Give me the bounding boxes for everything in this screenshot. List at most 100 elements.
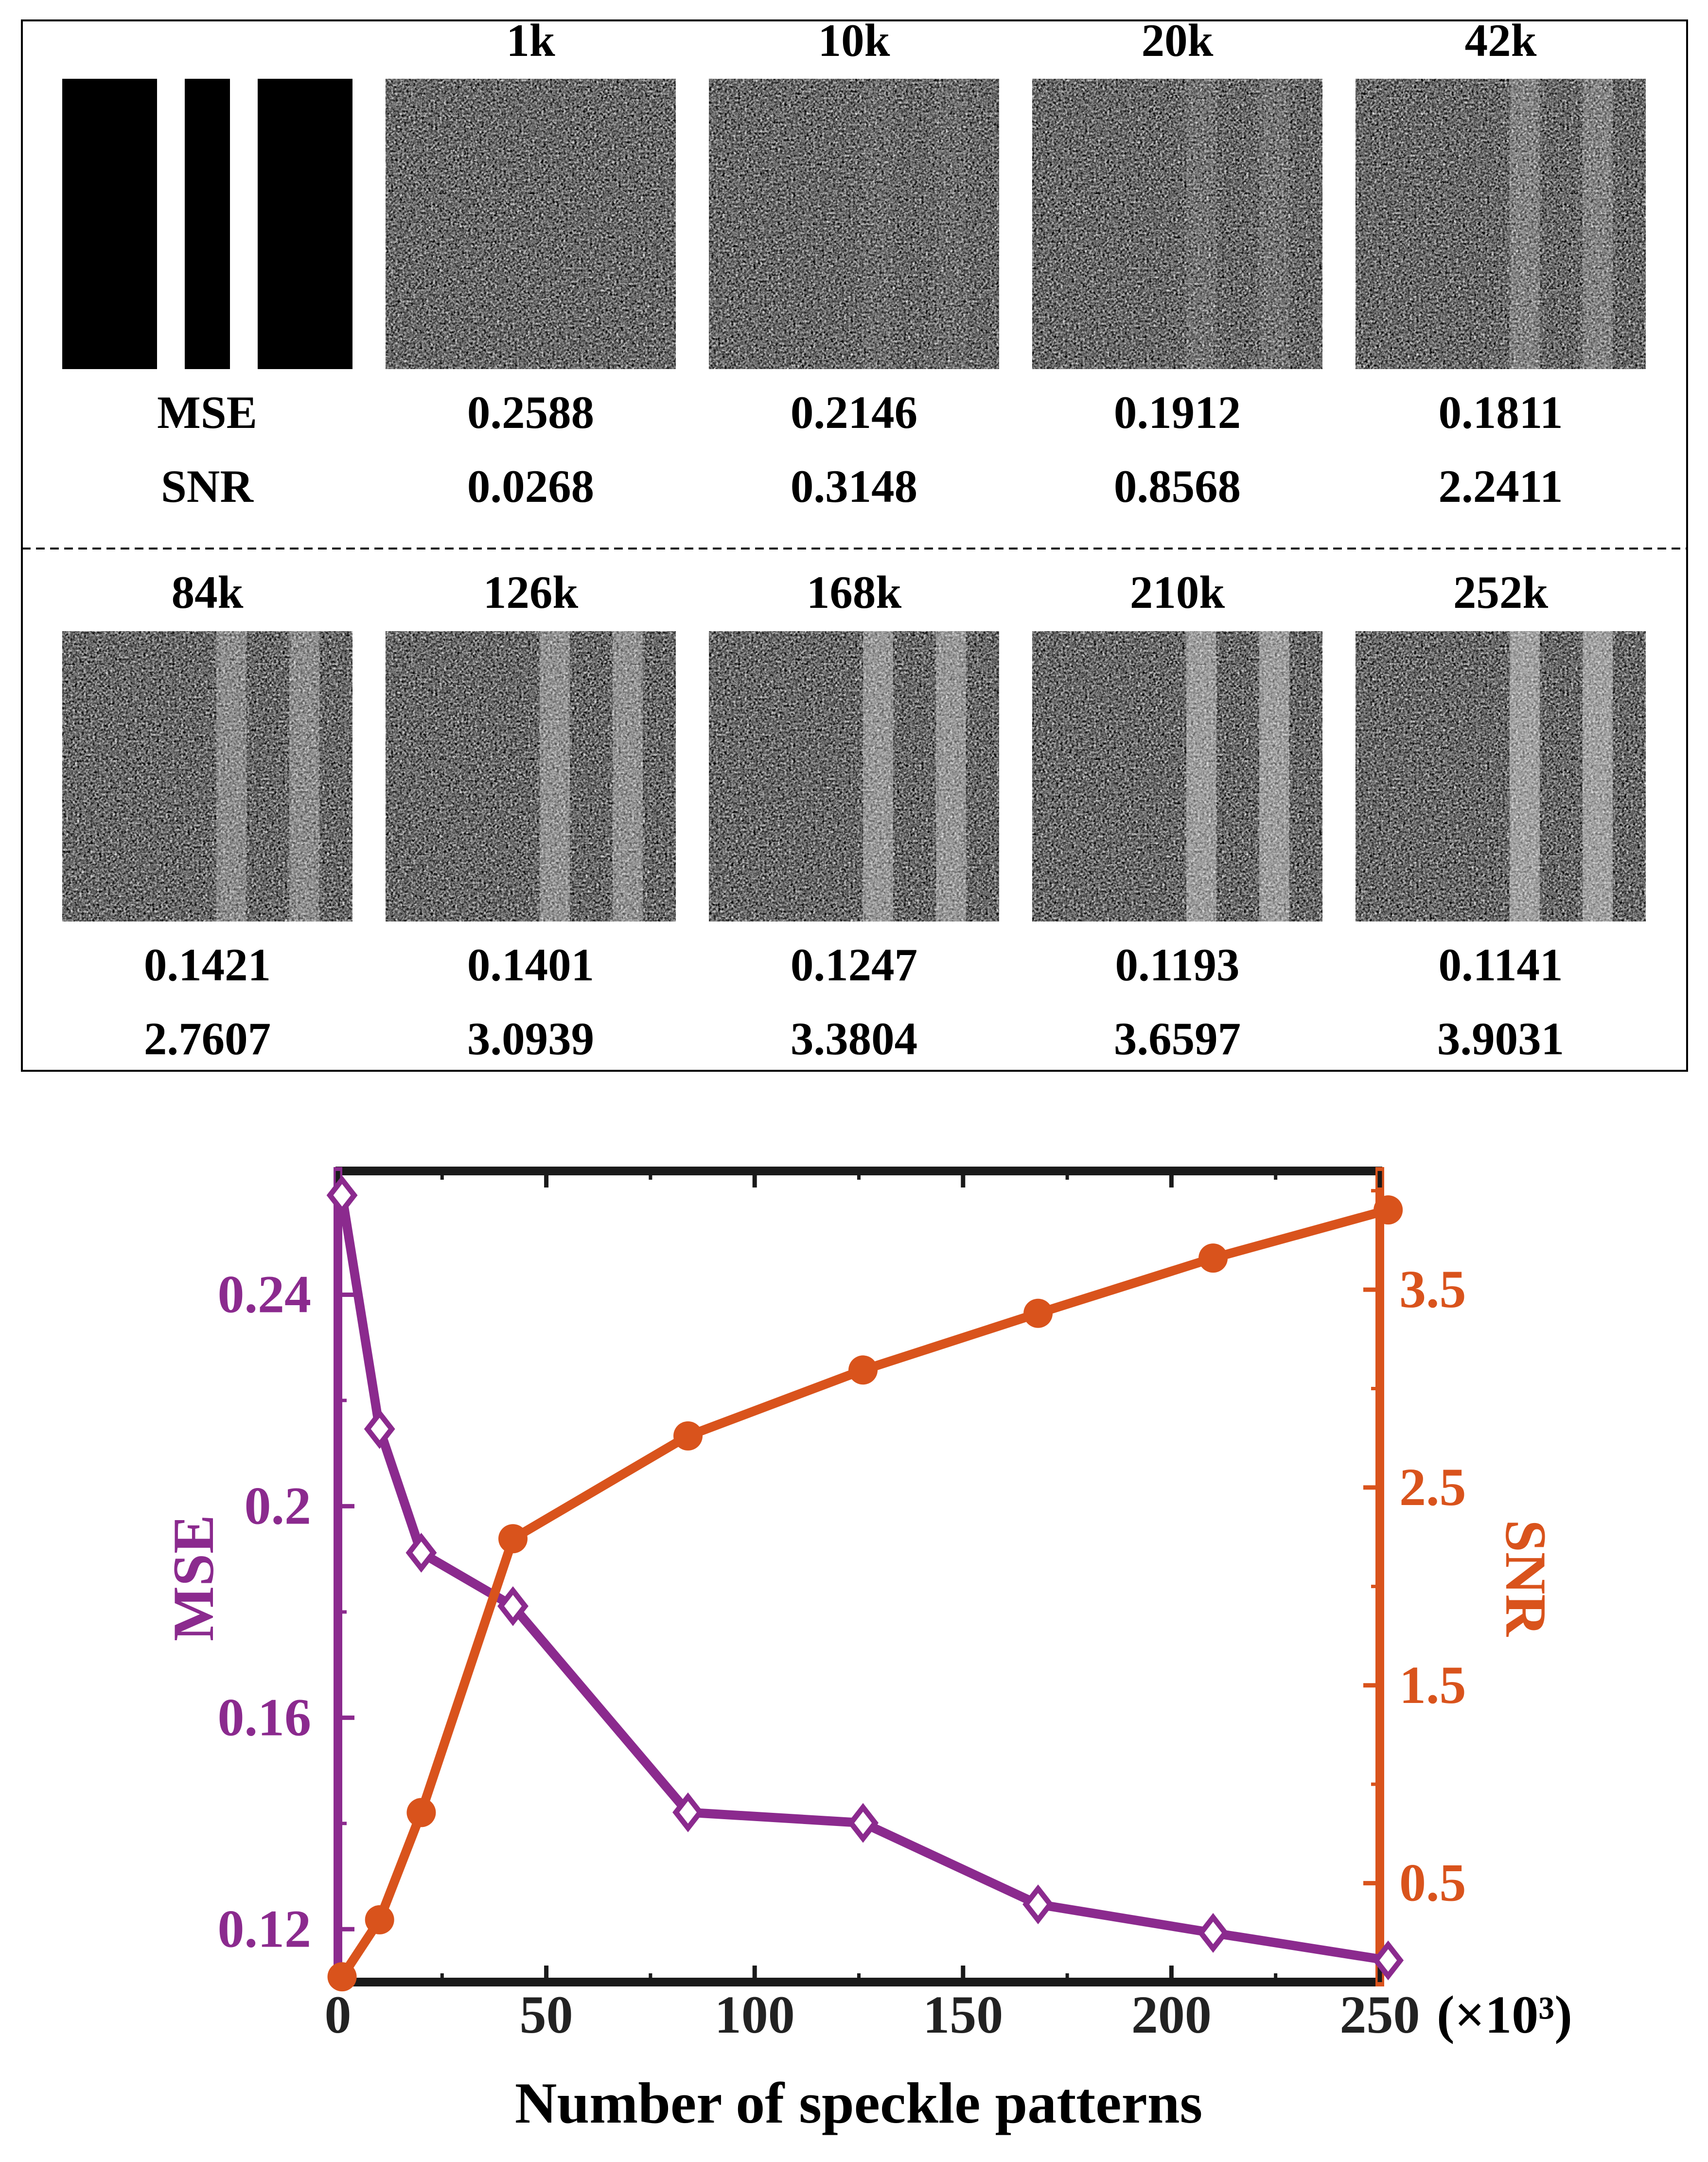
mse-axis-ticks: 0.12 0.16 0.2 0.24 <box>218 1264 354 1958</box>
mse-tick-label: 0.2 <box>245 1476 312 1535</box>
mse-value: 0.1141 <box>1438 939 1563 991</box>
speckle-image <box>62 631 352 922</box>
snr-data-point <box>1023 1298 1053 1328</box>
speckle-image <box>1032 79 1322 369</box>
recovered-slit <box>1583 79 1613 369</box>
recovered-slit <box>1186 631 1216 922</box>
mse-data-point <box>1197 1913 1229 1953</box>
reconstruction-tile: 10k 0.2146 0.3148 <box>709 15 999 512</box>
mse-value: 0.1421 <box>144 939 271 991</box>
speckle-image <box>709 631 999 922</box>
x-tick-label: 50 <box>520 1985 573 2044</box>
reconstruction-tile: 168k 0.1247 3.3804 <box>709 567 999 1064</box>
recovered-slit <box>540 631 570 922</box>
pattern-count-label: 168k <box>807 567 902 618</box>
target-slit <box>157 79 185 369</box>
reconstruction-tile: 210k 0.1193 3.6597 <box>1032 567 1322 1064</box>
mse-data-point <box>1022 1884 1054 1925</box>
snr-tick-label: 1.5 <box>1399 1655 1466 1715</box>
reconstruction-panel: MSE SNR 1k 0.2588 0.0268 10k 0.2146 0.3148 20k… <box>21 15 1688 1072</box>
recovered-slit <box>613 631 643 922</box>
snr-data-point <box>365 1905 394 1934</box>
mse-value: 0.1193 <box>1115 939 1239 991</box>
recovered-slit <box>863 79 893 369</box>
reconstruction-tile: 126k 0.1401 3.0939 <box>386 567 676 1064</box>
mse-tick-label: 0.24 <box>218 1264 312 1324</box>
snr-value: 3.0939 <box>467 1013 594 1064</box>
snr-value: 3.6597 <box>1114 1013 1241 1064</box>
recovered-slit <box>1259 79 1289 369</box>
snr-row-label: SNR <box>161 461 254 512</box>
snr-value: 0.0268 <box>467 461 594 512</box>
triple-bar-target-icon <box>62 79 352 369</box>
speckle-image <box>1356 631 1646 922</box>
snr-axis-ticks: 0.5 1.5 2.5 3.5 <box>1363 1189 1466 1913</box>
x-tick-label: 150 <box>923 1985 1003 2044</box>
recovered-slit <box>1186 79 1216 369</box>
x-axis-ticks: 0 50 100 150 200 250 <box>325 1171 1420 2044</box>
mse-data-point <box>326 1175 358 1215</box>
panel-frame <box>21 19 1688 1072</box>
pattern-count-label: 252k <box>1453 567 1549 618</box>
recovered-slit <box>1259 631 1289 922</box>
x-tick-label: 100 <box>715 1985 795 2044</box>
pattern-count-label: 10k <box>818 15 890 66</box>
mse-value: 0.1247 <box>791 939 917 991</box>
snr-value: 0.3148 <box>791 461 917 512</box>
mse-data-point <box>405 1533 437 1573</box>
mse-snr-chart: 0 50 100 150 200 250 0.12 0.16 0.2 0.24 0.5 1.5 2.… <box>161 1167 1572 2135</box>
mse-value: 0.1401 <box>467 939 594 991</box>
snr-tick-label: 2.5 <box>1399 1457 1466 1517</box>
recovered-slit <box>1510 631 1540 922</box>
reconstruction-tile: 1k 0.2588 0.0268 <box>386 15 676 512</box>
speckle-image <box>386 79 676 369</box>
recovered-slit <box>1583 631 1613 922</box>
chart-series <box>326 1175 1404 1992</box>
speckle-image <box>386 631 676 922</box>
pattern-count-label: 126k <box>483 567 579 618</box>
x-axis-unit: (×10³) <box>1437 1985 1572 2044</box>
mse-row-label: MSE <box>157 387 257 438</box>
snr-series-line <box>337 1205 1393 1982</box>
recovered-slit <box>936 631 966 922</box>
speckle-image <box>1356 79 1646 369</box>
snr-value: 2.7607 <box>144 1013 271 1064</box>
mse-data-point <box>497 1586 528 1626</box>
mse-axis-label: MSE <box>161 1515 226 1641</box>
speckle-image <box>709 79 999 369</box>
reconstruction-tiles: 1k 0.2588 0.0268 10k 0.2146 0.3148 20k 0.1912 0.… <box>62 15 1646 1064</box>
snr-data-point <box>848 1355 878 1385</box>
snr-data-point <box>1198 1243 1228 1273</box>
recovered-slit <box>216 631 247 922</box>
snr-axis-label: SNR <box>1494 1520 1558 1637</box>
snr-data-point <box>673 1421 703 1451</box>
recovered-slit <box>1510 79 1540 369</box>
reconstruction-tile: 84k 0.1421 2.7607 <box>62 567 352 1064</box>
snr-value: 3.3804 <box>791 1013 917 1064</box>
x-tick-label: 200 <box>1131 1985 1212 2044</box>
reconstruction-tile: 252k 0.1141 3.9031 <box>1356 567 1646 1064</box>
reconstruction-tile: 20k 0.1912 0.8568 <box>1032 15 1322 512</box>
snr-data-point <box>498 1524 528 1554</box>
mse-value: 0.2146 <box>791 387 917 438</box>
pattern-count-label: 210k <box>1130 567 1225 618</box>
snr-value: 3.9031 <box>1437 1013 1564 1064</box>
x-tick-label: 0 <box>325 1985 352 2044</box>
reconstruction-tile: 42k 0.1811 2.2411 <box>1356 15 1646 512</box>
snr-value: 0.8568 <box>1114 461 1241 512</box>
mse-data-point <box>672 1792 704 1832</box>
recovered-slit <box>863 631 893 922</box>
snr-data-point <box>327 1962 357 1992</box>
mse-tick-label: 0.16 <box>218 1687 312 1747</box>
x-tick-label: 250 <box>1340 1985 1420 2044</box>
mse-value: 0.1811 <box>1438 387 1563 438</box>
pattern-count-label: 1k <box>506 15 555 66</box>
speckle-image <box>1032 631 1322 922</box>
snr-tick-label: 3.5 <box>1399 1259 1466 1319</box>
mse-data-point <box>847 1803 879 1843</box>
snr-value: 2.2411 <box>1438 461 1563 512</box>
x-axis-label: Number of speckle patterns <box>515 2071 1202 2135</box>
pattern-count-label: 20k <box>1142 15 1214 66</box>
mse-value: 0.2588 <box>467 387 594 438</box>
